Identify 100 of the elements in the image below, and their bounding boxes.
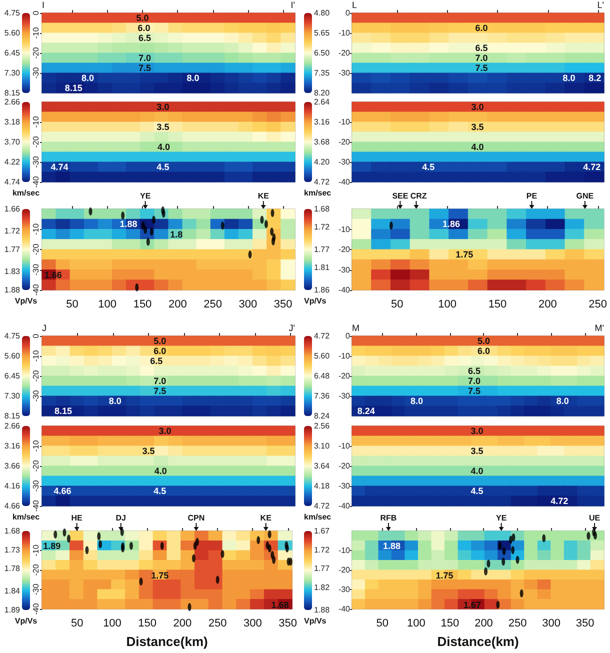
color-bar-label: 1.78: [4, 564, 21, 574]
y-tick-label: -20: [338, 48, 351, 58]
x-tick-label: 50: [70, 618, 84, 630]
x-tick-label: 200: [538, 298, 557, 310]
annotation: 8.15: [64, 83, 82, 93]
annotation: 5.0: [136, 13, 149, 23]
annotation: 7.0: [154, 376, 166, 386]
color-bar-label: 3.66: [4, 462, 21, 470]
color-bar-label: 4.75: [4, 332, 21, 340]
x-tick-label: 200: [173, 618, 192, 630]
annotation: 4.72: [583, 162, 601, 172]
y-tick-label: -40: [338, 604, 351, 614]
color-bar-label: 1.88: [314, 606, 330, 614]
text: M': [594, 323, 604, 333]
y-tick-label: -20: [338, 138, 351, 146]
color-bar-label: 7.30: [4, 392, 21, 400]
annotation: DJ: [116, 514, 126, 522]
color-bar-label: 5.60: [4, 28, 21, 38]
color-bar-label: 1.77: [314, 245, 330, 254]
color-bar-label: 8.15: [4, 412, 21, 420]
x-tick-label: 50: [391, 298, 404, 310]
x-tick-label: 200: [474, 618, 493, 630]
color-bar-label: 4.22: [4, 158, 21, 166]
annotation: 1.67: [463, 600, 481, 610]
annotation: 6.0: [475, 23, 488, 33]
y-tick-label: -10: [338, 118, 351, 126]
color-bar-label: 1.84: [4, 586, 21, 596]
color-bar-label: 1.72: [4, 226, 21, 236]
color-bar-label: 3.70: [4, 138, 21, 146]
y-tick-label: -10: [32, 116, 40, 128]
color-bar-label: 3.18: [4, 118, 21, 126]
annotation: KE: [260, 514, 272, 522]
y-tick-label: -30: [338, 158, 351, 166]
y-tick-label: -20: [32, 370, 40, 382]
color-bar-label: 1.77: [4, 245, 21, 254]
color-bar-title: Vp/Vs: [304, 616, 327, 626]
color-bar-title: km/sec: [304, 512, 332, 522]
annotation: 4.74: [50, 162, 68, 172]
annotation: CPN: [188, 514, 205, 522]
x-tick-label: 100: [98, 298, 117, 310]
y-tick-label: -10: [32, 350, 40, 362]
y-tick-label: -30: [338, 392, 351, 400]
annotation: HE: [71, 514, 84, 522]
annotation: 8.0: [82, 73, 94, 83]
annotation: 4.0: [157, 142, 170, 152]
y-tick-label: -30: [32, 480, 40, 492]
color-bar-label: 3.10: [314, 442, 330, 450]
y-tick-label: -20: [32, 243, 40, 256]
annotation: SEE: [392, 192, 409, 200]
x-tick-label: 200: [168, 298, 187, 310]
text: J': [288, 323, 296, 333]
y-tick-label: 0: [32, 10, 40, 16]
annotation: 4.5: [470, 486, 484, 496]
annotation: 6.0: [138, 23, 150, 33]
y-tick-label: -20: [32, 46, 40, 59]
color-bar-label: 1.68: [4, 526, 21, 536]
y-tick-label: -20: [32, 460, 40, 472]
annotation: 7.0: [475, 53, 488, 63]
x-tick-label: 350: [274, 298, 292, 310]
y-tick-label: -30: [338, 265, 351, 274]
annotation: 4.72: [550, 496, 568, 506]
x-tick-label: 100: [407, 618, 426, 630]
y-tick-label: -30: [32, 390, 40, 402]
color-bar-label: 4.75: [4, 8, 21, 18]
annotation: 7.5: [475, 63, 488, 73]
color-bar-label: 6.50: [314, 48, 330, 58]
color-bar-label: 1.81: [314, 263, 330, 272]
y-tick-label: -20: [338, 372, 351, 380]
annotation: 6.5: [475, 43, 488, 53]
annotation: 1.89: [43, 540, 61, 551]
color-bar-title: Vp/Vs: [14, 296, 38, 306]
color-bar-label: 1.82: [314, 582, 330, 592]
color-bar-label: 3.16: [314, 118, 330, 126]
color-bar-label: 4.72: [314, 332, 330, 340]
color-bar-label: 2.56: [314, 422, 330, 430]
x-tick-label: 250: [208, 618, 227, 630]
x-tick-label: 50: [376, 618, 389, 630]
y-tick-label: -40: [338, 178, 351, 186]
annotation: 8.0: [186, 73, 200, 83]
annotation: 3.0: [156, 102, 170, 112]
annotation: 7.0: [468, 376, 480, 386]
color-bar-label: 2.64: [314, 98, 330, 106]
color-bar-label: 4.66: [4, 502, 21, 510]
y-tick-label: 0: [346, 332, 351, 340]
color-bar-label: 1.86: [314, 286, 330, 294]
annotation: CRZ: [410, 192, 427, 200]
color-bar-title: Vp/Vs: [304, 296, 327, 306]
annotation: 8.2: [588, 73, 602, 83]
annotation: 6.0: [478, 346, 490, 356]
x-tick-label: 350: [576, 618, 594, 630]
x-tick-label: 50: [66, 298, 78, 310]
annotation: 4.0: [471, 142, 484, 152]
y-tick-label: -40: [338, 286, 351, 294]
annotation: 5.0: [478, 336, 490, 346]
x-tick-label: 150: [440, 618, 460, 630]
color-bar-label: 3.64: [314, 462, 330, 470]
annotation: 7.5: [154, 386, 166, 396]
annotation: 7.5: [468, 386, 480, 396]
color-bar-label: 6.45: [4, 372, 21, 380]
color-bar-label: 5.60: [4, 352, 21, 360]
